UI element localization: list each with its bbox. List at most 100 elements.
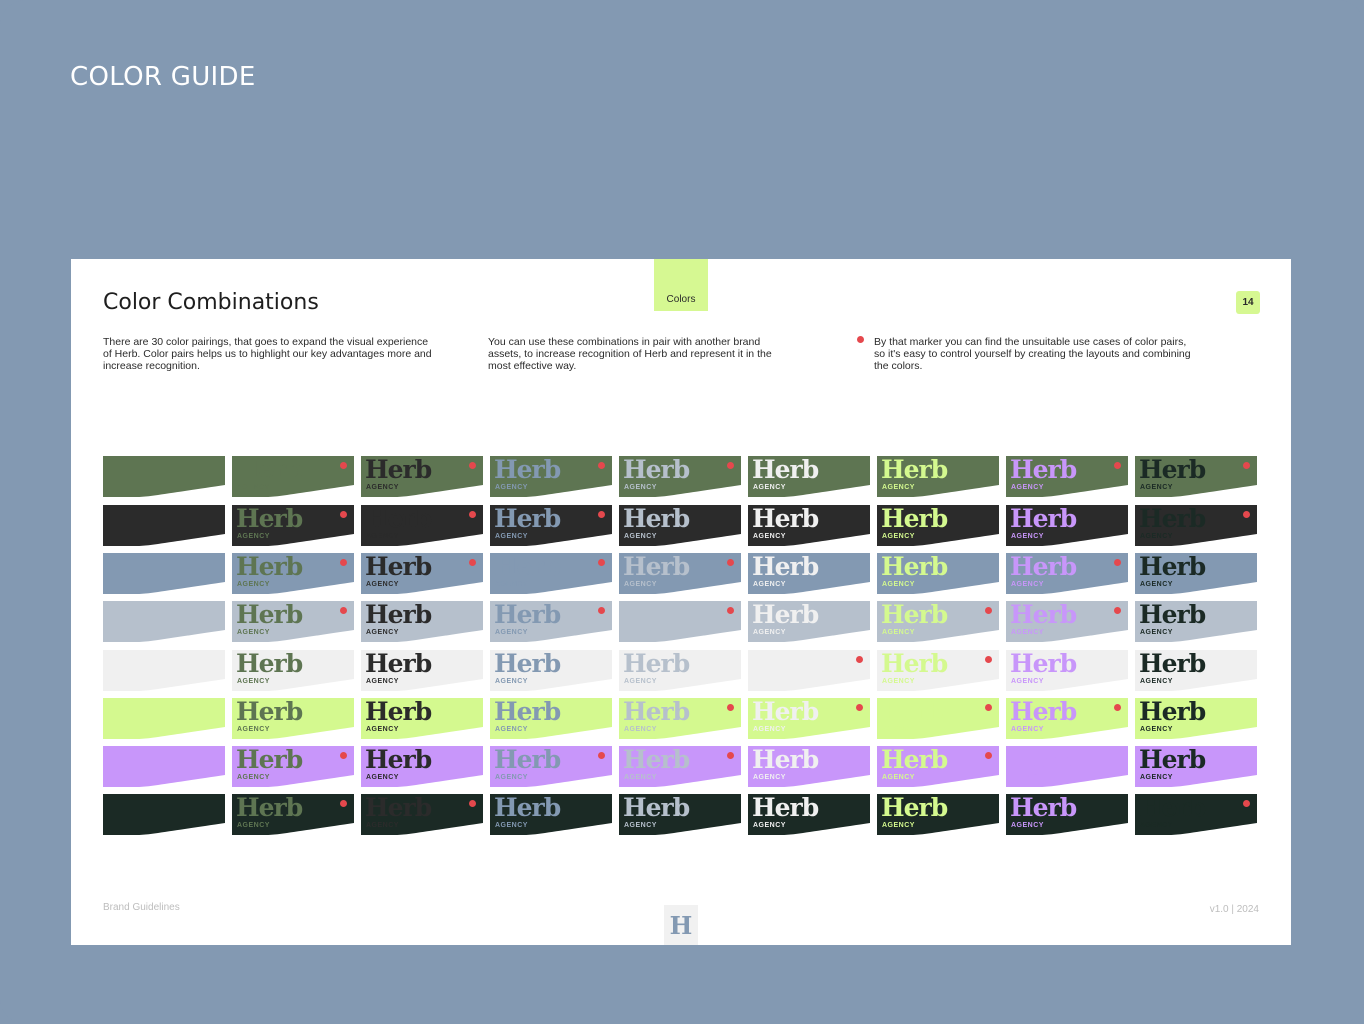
herb-wordmark: Herb	[1010, 601, 1077, 629]
herb-wordmark: Herb	[365, 456, 432, 484]
tile-swatch	[103, 698, 225, 739]
color-pair-tile: Herb AGENCY	[877, 553, 999, 594]
color-pair-tile: Herb AGENCY	[1135, 794, 1257, 835]
tile-swatch	[361, 794, 483, 835]
unsuitable-marker-icon	[598, 559, 605, 566]
tile-swatch	[1135, 746, 1257, 787]
herb-agency-label: AGENCY	[753, 629, 786, 636]
herb-agency-label: AGENCY	[237, 726, 270, 733]
herb-agency-label: AGENCY	[366, 581, 399, 588]
color-pair-tile: Herb AGENCY	[232, 698, 354, 739]
guideline-page: Color Combinations Colors 14 There are 3…	[71, 259, 1291, 945]
tile-swatch	[361, 408, 483, 449]
herb-agency-label: AGENCY	[624, 581, 657, 588]
color-pair-tile: Herb AGENCY	[361, 698, 483, 739]
color-pair-tile: Herb AGENCY	[619, 553, 741, 594]
herb-agency-label: AGENCY	[753, 581, 786, 588]
herb-wordmark: Herb	[752, 456, 819, 484]
herb-wordmark: Herb	[623, 746, 690, 774]
tile-swatch	[619, 553, 741, 594]
herb-wordmark: Herb	[623, 794, 690, 822]
herb-wordmark: Herb	[752, 650, 819, 678]
section-tab-colors[interactable]: Colors	[654, 259, 708, 311]
herb-wordmark: Herb	[365, 650, 432, 678]
color-pair-tile: Herb AGENCY	[361, 601, 483, 642]
herb-agency-label: AGENCY	[237, 774, 270, 781]
color-pair-tile: Herb AGENCY	[1135, 746, 1257, 787]
herb-wordmark: Herb	[365, 794, 432, 822]
herb-wordmark: Herb	[494, 794, 561, 822]
herb-wordmark: Herb	[494, 650, 561, 678]
color-pair-tile: Herb AGENCY	[619, 698, 741, 739]
herb-agency-label: AGENCY	[1011, 774, 1044, 781]
color-pair-tile: Herb AGENCY	[103, 408, 225, 449]
unsuitable-marker-icon	[727, 559, 734, 566]
color-pair-tile: Herb AGENCY	[619, 794, 741, 835]
herb-agency-label: AGENCY	[495, 774, 528, 781]
herb-agency-label: AGENCY	[366, 822, 399, 829]
tile-swatch	[361, 456, 483, 497]
herb-wordmark: Herb	[236, 650, 303, 678]
tile-swatch	[619, 650, 741, 691]
tile-swatch	[619, 456, 741, 497]
color-pair-tile: Herb AGENCY	[490, 794, 612, 835]
herb-agency-label: AGENCY	[1011, 629, 1044, 636]
color-pair-tile: Herb AGENCY	[1006, 456, 1128, 497]
herb-wordmark: Herb	[494, 601, 561, 629]
herb-wordmark: Herb	[107, 408, 174, 436]
tile-swatch	[490, 601, 612, 642]
herb-wordmark: Herb	[1139, 746, 1206, 774]
herb-agency-label: AGENCY	[237, 678, 270, 685]
color-pair-tile	[1135, 408, 1257, 449]
tile-swatch	[1135, 698, 1257, 739]
tile-swatch	[232, 601, 354, 642]
color-pair-tile: Herb AGENCY	[877, 650, 999, 691]
herb-agency-label: AGENCY	[237, 822, 270, 829]
herb-wordmark: Herb	[236, 601, 303, 629]
herb-wordmark: Herb	[1010, 698, 1077, 726]
unsuitable-marker-icon	[856, 704, 863, 711]
herb-wordmark: Herb	[494, 553, 561, 581]
herb-wordmark: Herb	[881, 553, 948, 581]
color-pair-tile: Herb AGENCY	[748, 456, 870, 497]
color-pair-tile: Herb AGENCY	[1006, 505, 1128, 546]
herb-agency-label: AGENCY	[237, 484, 270, 491]
herb-agency-label: AGENCY	[495, 726, 528, 733]
tile-swatch	[490, 746, 612, 787]
tile-swatch	[361, 698, 483, 739]
unsuitable-marker-icon	[985, 656, 992, 663]
tile-swatch	[748, 698, 870, 739]
tile-swatch	[619, 505, 741, 546]
herb-agency-label: AGENCY	[624, 629, 657, 636]
tile-swatch	[490, 456, 612, 497]
tile-swatch	[877, 794, 999, 835]
tile-swatch	[1135, 650, 1257, 691]
tile-swatch	[877, 408, 999, 449]
tile-swatch	[103, 456, 225, 497]
tile-swatch	[748, 456, 870, 497]
herb-agency-label: AGENCY	[366, 484, 399, 491]
color-pair-tile: Herb AGENCY	[1006, 698, 1128, 739]
herb-agency-label: AGENCY	[753, 533, 786, 540]
herb-agency-label: AGENCY	[882, 581, 915, 588]
herb-agency-label: AGENCY	[753, 774, 786, 781]
tile-swatch	[232, 698, 354, 739]
herb-wordmark: Herb	[236, 505, 303, 533]
herb-wordmark: Herb	[623, 698, 690, 726]
color-pair-tile: Herb AGENCY	[877, 505, 999, 546]
tile-swatch	[1135, 505, 1257, 546]
unsuitable-marker-icon	[985, 704, 992, 711]
color-pair-tile: Herb AGENCY	[877, 456, 999, 497]
herb-wordmark: Herb	[752, 698, 819, 726]
color-pair-tile: Herb AGENCY	[361, 746, 483, 787]
herb-agency-label: AGENCY	[366, 533, 399, 540]
color-pair-tile: Herb AGENCY	[232, 746, 354, 787]
herb-agency-label: AGENCY	[1011, 678, 1044, 685]
herb-agency-label: AGENCY	[624, 533, 657, 540]
tile-swatch	[232, 505, 354, 546]
herb-wordmark: Herb	[1139, 794, 1206, 822]
color-pair-tile: Herb AGENCY	[1135, 698, 1257, 739]
unsuitable-marker-icon	[1114, 704, 1121, 711]
color-pair-tile: Herb AGENCY	[1135, 456, 1257, 497]
